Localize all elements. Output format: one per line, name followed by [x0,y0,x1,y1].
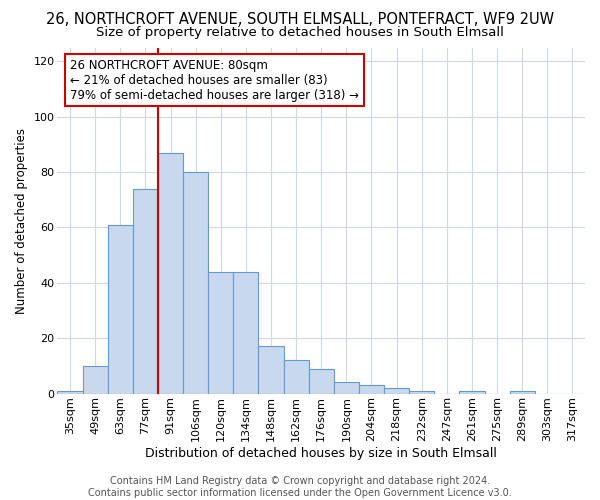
Bar [108,224,133,394]
Y-axis label: Number of detached properties: Number of detached properties [15,128,28,314]
Bar [158,152,183,394]
Bar [359,385,384,394]
Text: 26, NORTHCROFT AVENUE, SOUTH ELMSALL, PONTEFRACT, WF9 2UW: 26, NORTHCROFT AVENUE, SOUTH ELMSALL, PO… [46,12,554,28]
Bar [460,391,485,394]
Text: Size of property relative to detached houses in South Elmsall: Size of property relative to detached ho… [96,26,504,39]
Bar [509,391,535,394]
Bar [208,272,233,394]
Bar [334,382,359,394]
Bar [308,368,334,394]
Bar [259,346,284,394]
Bar [133,188,158,394]
Bar [83,366,108,394]
Bar [58,391,83,394]
Bar [384,388,409,394]
Bar [284,360,308,394]
Text: 26 NORTHCROFT AVENUE: 80sqm
← 21% of detached houses are smaller (83)
79% of sem: 26 NORTHCROFT AVENUE: 80sqm ← 21% of det… [70,58,359,102]
X-axis label: Distribution of detached houses by size in South Elmsall: Distribution of detached houses by size … [145,447,497,460]
Bar [183,172,208,394]
Bar [233,272,259,394]
Bar [409,391,434,394]
Text: Contains HM Land Registry data © Crown copyright and database right 2024.
Contai: Contains HM Land Registry data © Crown c… [88,476,512,498]
